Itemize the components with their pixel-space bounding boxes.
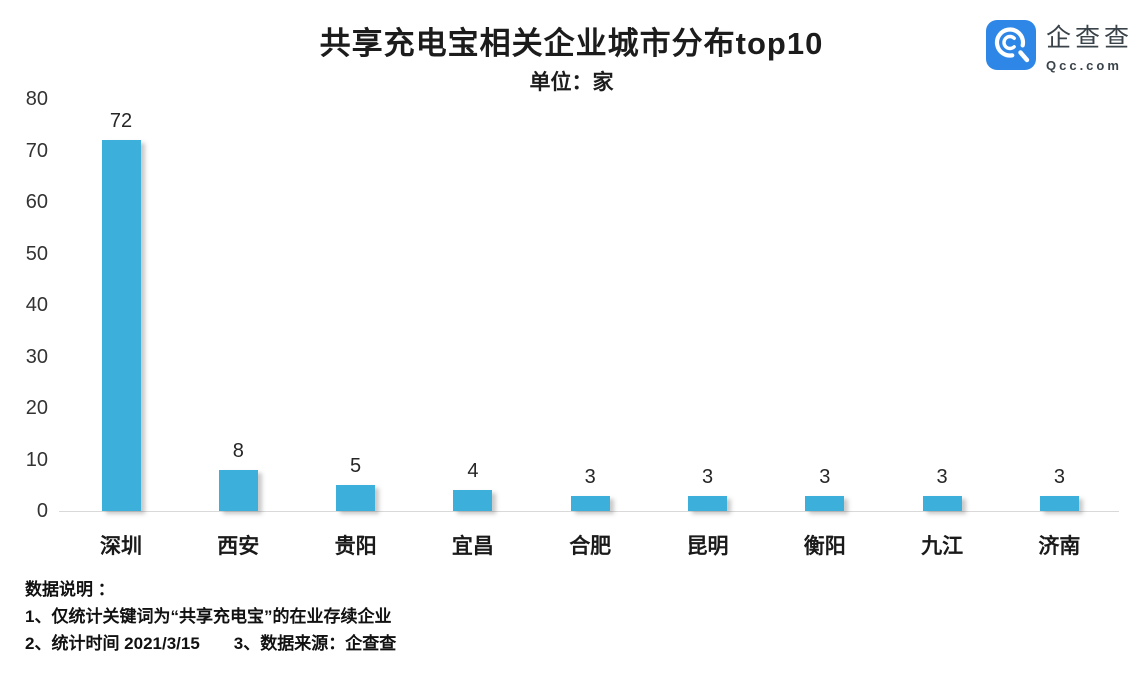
notes-heading: 数据说明 ： [25,580,115,599]
bar-value-label: 3 [701,465,714,488]
bar [218,469,258,511]
bar-value-label: 3 [1053,465,1065,488]
bar-category-label: 深圳 [100,535,142,558]
y-axis-tick-label: 20 [25,397,48,419]
qcc-magnifier-icon [986,20,1036,70]
notes-line-1: 1、仅统计关键词为“共享充电宝”的在业存续企业 [25,607,392,626]
bar-category-label: 西安 [217,535,260,558]
bar-value-label: 3 [936,465,948,488]
x-axis-line [59,511,1119,512]
y-axis-tick-label: 0 [36,500,48,522]
bar-category-label: 合肥 [569,535,612,558]
notes-line-2: 2、统计时间 2021/3/15 3、数据来源：企查查 [25,634,397,653]
y-axis-tick-label: 70 [25,139,48,162]
y-axis-tick-label: 40 [25,294,48,316]
bar [922,495,962,511]
bar [453,490,493,511]
y-axis-tick-label: 80 [25,88,48,110]
bar [101,140,141,511]
bar [570,495,610,511]
bar [336,485,376,511]
y-axis-tick-label: 50 [25,242,48,265]
bar-category-label: 九江 [921,535,964,558]
bar [805,495,845,511]
bar-category-label: 宜昌 [451,535,494,558]
chart-subtitle: 单位：家 [529,71,614,94]
bar-value-label: 72 [109,110,133,133]
brand-name: 企查查 [1046,24,1134,52]
bar-category-label: 衡阳 [803,535,846,558]
data-notes: 数据说明 ： 1、仅统计关键词为“共享充电宝”的在业存续企业 2、统计时间 20… [25,576,396,657]
y-axis-tick-label: 10 [25,448,48,471]
bar-value-label: 3 [584,465,596,488]
bar [688,495,727,511]
qcc-logo: 企查查 Qcc.com [986,18,1136,73]
bar-value-label: 3 [819,465,831,488]
bar-category-label: 贵阳 [334,535,377,558]
bar-value-label: 4 [467,460,479,483]
chart-title: 共享充电宝相关企业城市分布top10 [319,26,824,61]
y-axis-tick-label: 60 [25,191,48,213]
bar-category-label: 济南 [1038,535,1081,558]
qcc-logo-text: 企查查 Qcc.com [1046,18,1133,73]
bar [1039,495,1079,511]
bar-value-label: 8 [232,439,244,462]
bar-category-label: 昆明 [686,535,729,558]
brand-domain: Qcc.com [1046,58,1122,73]
y-axis-tick-label: 30 [25,345,48,368]
bar-value-label: 5 [350,455,362,478]
